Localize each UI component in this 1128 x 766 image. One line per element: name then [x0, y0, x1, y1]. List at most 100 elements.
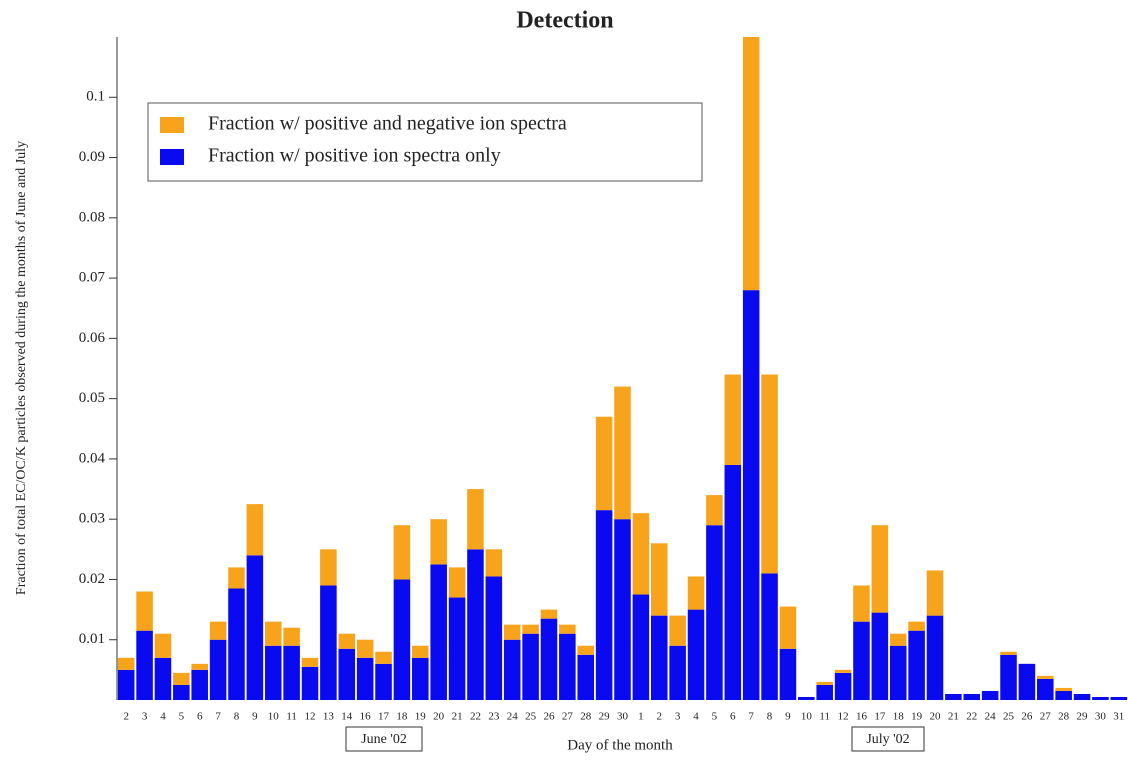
bar-segment	[1018, 663, 1036, 700]
x-tick-label: 20	[433, 711, 445, 723]
bar-segment	[816, 684, 833, 700]
bar-segment	[264, 621, 282, 646]
bar-segment	[191, 669, 208, 700]
x-tick-label: 18	[396, 711, 408, 723]
bar-segment	[834, 669, 852, 673]
bar-segment	[338, 648, 356, 700]
x-tick-label: 3	[142, 711, 148, 723]
x-tick-label: 30	[1095, 711, 1107, 723]
bar-segment	[412, 657, 429, 700]
bar-segment	[761, 374, 778, 574]
bar-segment	[1055, 690, 1072, 700]
x-tick-label: 9	[785, 711, 791, 723]
bar-segment	[706, 495, 723, 526]
bar-segment	[467, 489, 484, 550]
x-tick-label: 24	[507, 711, 519, 723]
x-tick-label: 25	[525, 711, 537, 723]
bar-segment	[981, 690, 999, 700]
bar-segment	[1092, 696, 1109, 700]
bar-segment	[1000, 651, 1017, 655]
bar-segment	[136, 630, 153, 700]
bar-segment	[338, 633, 356, 649]
bar-segment	[503, 624, 521, 640]
y-tick-label: 0.05	[79, 390, 105, 406]
x-tick-label: 4	[160, 711, 166, 723]
bar-segment	[1037, 678, 1054, 700]
x-tick-label: 2	[123, 711, 129, 723]
bar-segment	[522, 624, 539, 634]
bar-segment	[742, 290, 760, 700]
bar-segment	[448, 597, 466, 700]
bar-segment	[669, 615, 686, 646]
bar-segment	[301, 666, 319, 700]
y-tick-label: 0.06	[79, 330, 106, 346]
bar-segment	[540, 618, 558, 700]
legend-swatch	[160, 117, 184, 133]
bar-segment	[375, 651, 392, 664]
bar-segment	[853, 621, 870, 700]
bar-segment	[117, 657, 135, 670]
bar-segment	[614, 519, 631, 700]
bar-segment	[889, 633, 907, 646]
bar-segment	[926, 615, 944, 700]
x-tick-label: 19	[911, 711, 923, 723]
x-tick-label: 25	[1003, 711, 1015, 723]
period-label: June '02	[361, 732, 407, 747]
bar-segment	[301, 657, 319, 667]
x-tick-label: 21	[948, 711, 959, 723]
x-tick-label: 6	[197, 711, 203, 723]
x-tick-label: 27	[1040, 711, 1052, 723]
bar-segment	[871, 525, 889, 613]
bar-segment	[246, 504, 264, 556]
bar-segment	[632, 594, 650, 700]
bar-segment	[669, 645, 686, 700]
y-tick-label: 0.08	[79, 209, 105, 225]
bar-segment	[412, 645, 429, 658]
bar-segment	[540, 609, 558, 619]
bar-segment	[650, 615, 668, 700]
bar-segment	[191, 663, 208, 670]
bar-segment	[577, 645, 595, 655]
chart-title: Detection	[516, 8, 613, 34]
x-tick-label: 8	[234, 711, 240, 723]
x-tick-label: 6	[730, 711, 736, 723]
legend-label: Fraction w/ positive and negative ion sp…	[208, 113, 567, 135]
y-tick-label: 0.02	[79, 571, 105, 587]
bar-segment	[154, 633, 172, 658]
y-tick-label: 0.1	[86, 89, 105, 105]
bar-segment	[1110, 696, 1128, 700]
bar-segment	[320, 549, 337, 586]
x-tick-label: 20	[929, 711, 941, 723]
y-tick-label: 0.07	[79, 270, 106, 286]
bar-segment	[228, 567, 245, 589]
bar-segment	[779, 648, 797, 700]
x-tick-label: 12	[838, 711, 849, 723]
x-tick-label: 29	[599, 711, 611, 723]
bar-segment	[650, 543, 668, 616]
x-tick-label: 18	[893, 711, 905, 723]
bar-segment	[687, 609, 705, 700]
y-axis-label: Fraction of total EC/OC/K particles obse…	[14, 141, 29, 595]
bar-segment	[1055, 687, 1072, 691]
x-tick-label: 22	[966, 711, 977, 723]
bar-segment	[614, 386, 631, 520]
legend-box	[147, 102, 703, 182]
x-tick-label: 5	[179, 711, 185, 723]
bar-segment	[356, 639, 374, 658]
period-box	[345, 726, 423, 752]
bar-segment	[320, 585, 337, 700]
bar-segment	[228, 588, 245, 700]
bar-segment	[209, 639, 227, 700]
bar-segment	[595, 416, 613, 511]
bar-segment	[798, 696, 815, 700]
x-tick-label: 10	[801, 711, 813, 723]
bar-segment	[173, 684, 190, 700]
x-tick-label: 3	[675, 711, 681, 723]
bar-segment	[559, 633, 576, 700]
x-tick-label: 4	[693, 711, 699, 723]
x-tick-label: 9	[252, 711, 258, 723]
x-tick-label: 16	[360, 711, 372, 723]
bar-segment	[595, 510, 613, 700]
bar-segment	[889, 645, 907, 700]
period-box	[851, 726, 925, 752]
